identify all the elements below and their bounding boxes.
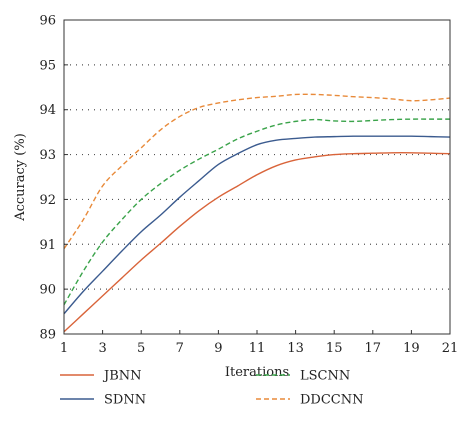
x-tick-label: 9: [214, 341, 222, 356]
x-tick-label: 5: [137, 341, 145, 356]
y-tick-label: 94: [39, 103, 56, 118]
y-tick-label: 90: [39, 283, 56, 298]
x-tick-label: 11: [249, 341, 266, 356]
y-axis-title: Accuracy (%): [13, 133, 28, 222]
legend: JBNN LSCNN SDNN DDCCNN: [60, 369, 364, 408]
legend-label-lscnn: LSCNN: [300, 369, 350, 384]
series-line-jbnn: [63, 152, 451, 333]
x-tick-label: 15: [326, 341, 343, 356]
series-line-ddccnn: [63, 93, 451, 250]
y-tick-label: 92: [39, 193, 56, 208]
grid-lines: [64, 64, 450, 290]
y-tick-label: 95: [39, 58, 56, 73]
legend-label-jbnn: JBNN: [102, 369, 142, 384]
legend-label-sdnn: SDNN: [104, 393, 146, 408]
x-tick-label: 13: [287, 341, 304, 356]
x-tick-label: 19: [403, 341, 420, 356]
series-line-lscnn: [63, 118, 450, 306]
x-tick-label: 7: [176, 341, 184, 356]
y-tick-label: 96: [39, 14, 56, 29]
x-tick-label: 21: [442, 341, 459, 356]
x-tick-label: 17: [365, 341, 382, 356]
series-lines: [63, 93, 451, 333]
x-axis-title: Iterations: [225, 365, 289, 380]
y-tick-label: 89: [39, 328, 56, 343]
legend-label-ddccnn: DDCCNN: [300, 393, 364, 408]
plot-frame: [63, 19, 451, 335]
y-tick-label: 91: [39, 238, 56, 253]
series-line-sdnn: [63, 135, 451, 315]
x-tick-label: 1: [60, 341, 68, 356]
x-tick-label: 3: [98, 341, 106, 356]
y-tick-label: 93: [39, 148, 56, 163]
